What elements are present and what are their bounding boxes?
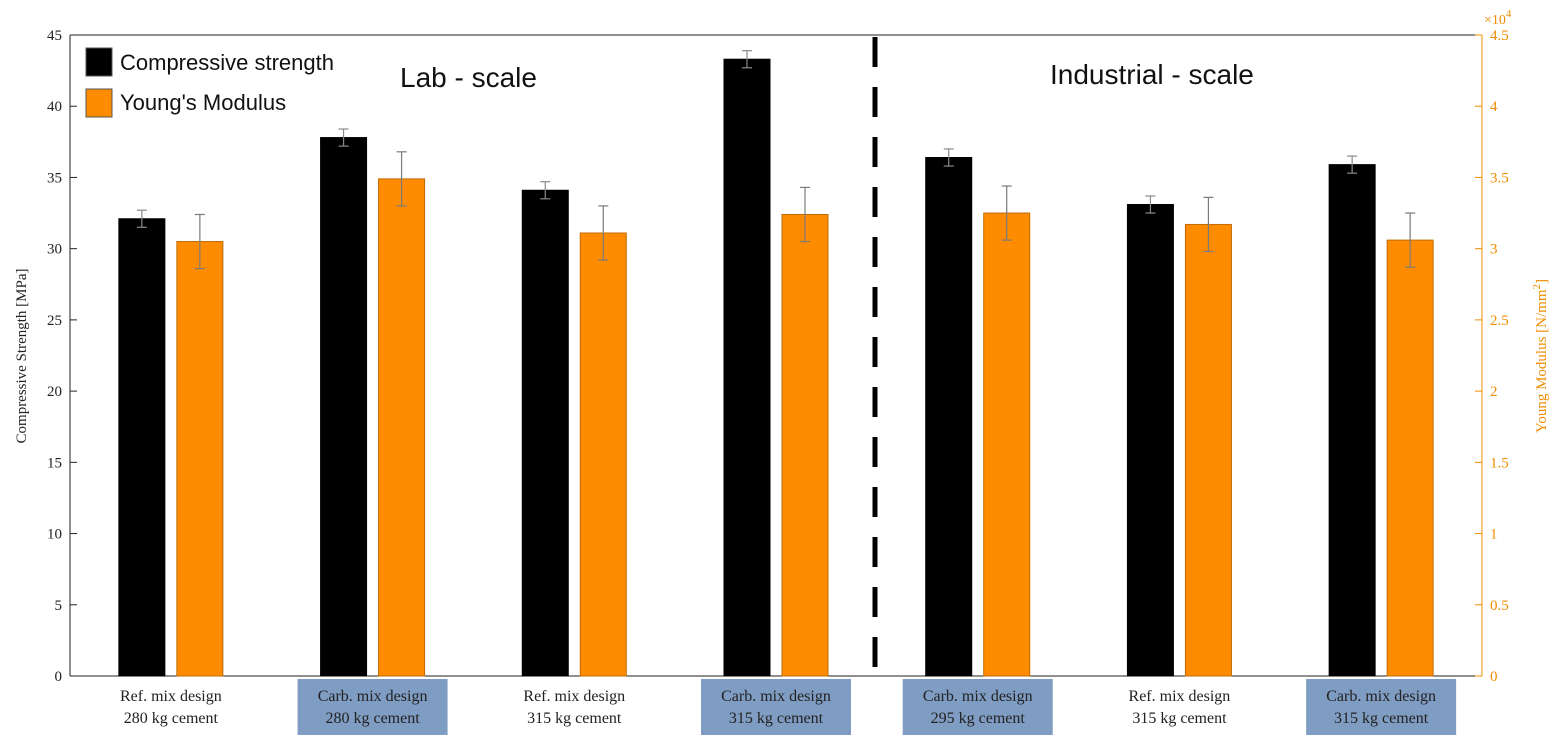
region-label-industrial: Industrial - scale [1050,59,1254,90]
category-label-line1: Ref. mix design [1129,688,1231,705]
left-tick-label: 25 [47,313,62,329]
bar-compressive-strength [320,137,368,677]
right-tick-label: 2 [1490,384,1498,400]
bar-compressive-strength [521,189,569,677]
right-tick-label: 4 [1490,99,1498,115]
category-label-line2: 295 kg cement [931,710,1026,727]
legend: Compressive strength Young's Modulus [85,47,334,118]
right-axis-ticks: 0 0.5 1 1.5 2 2.5 3 3.5 4 4.5 [1475,28,1509,685]
bar-compressive-strength [1126,204,1174,677]
right-tick-label: 3.5 [1490,170,1509,186]
left-tick-label: 20 [47,384,62,400]
left-tick-label: 10 [47,527,62,543]
category-highlights [297,679,1457,735]
bar-youngs-modulus [781,213,829,677]
category-label-line1: Carb. mix design [318,688,428,705]
right-tick-label: 0.5 [1490,598,1509,614]
category-label-line2: 280 kg cement [325,710,420,727]
category-label-line2: 315 kg cement [1132,710,1227,727]
left-tick-label: 0 [55,669,63,685]
left-tick-label: 30 [47,242,62,258]
right-axis-title: Young Modulus [N/mm2] [1531,279,1550,433]
right-tick-label: 3 [1490,242,1498,258]
category-label-line1: Carb. mix design [923,688,1033,705]
left-axis-ticks: 0 5 10 15 20 25 30 35 40 45 [47,28,77,685]
bar-youngs-modulus [1184,223,1232,677]
right-tick-label: 1.5 [1490,455,1509,471]
category-highlight-box [1306,679,1457,735]
category-label-line1: Carb. mix design [721,688,831,705]
right-tick-label: 0 [1490,669,1498,685]
left-axis-title: Compressive Strength [MPa] [14,269,30,444]
left-tick-label: 5 [55,598,63,614]
category-label-line1: Ref. mix design [120,688,222,705]
bar-compressive-strength [118,218,166,677]
category-label-line1: Ref. mix design [523,688,625,705]
left-tick-label: 35 [47,170,62,186]
legend-swatch-compressive [85,47,113,77]
category-highlight-box [701,679,851,735]
legend-swatch-youngs [85,88,113,118]
error-bars [136,50,1416,270]
bar-youngs-modulus [1386,239,1434,677]
category-label-line2: 315 kg cement [1334,710,1429,727]
bar-youngs-modulus [378,178,426,677]
left-tick-label: 45 [47,28,62,44]
category-label-line2: 315 kg cement [729,710,824,727]
legend-label-compressive: Compressive strength [120,50,334,75]
category-label-line2: 315 kg cement [527,710,622,727]
bar-youngs-modulus [983,212,1031,677]
left-tick-label: 40 [47,99,62,115]
bar-compressive-strength [1328,164,1376,677]
legend-label-youngs: Young's Modulus [120,90,286,115]
right-tick-label: 2.5 [1490,313,1509,329]
region-label-lab: Lab - scale [400,62,537,93]
bar-youngs-modulus [579,232,627,677]
category-label-line1: Carb. mix design [1326,688,1436,705]
category-labels: Ref. mix design 280 kg cement Carb. mix de… [120,688,1436,727]
category-highlight-box [297,679,448,735]
category-highlight-box [902,679,1053,735]
bar-youngs-modulus [176,241,224,677]
left-tick-label: 15 [47,455,62,471]
bars [118,58,1434,677]
category-label-line2: 280 kg cement [124,710,219,727]
right-tick-label: 1 [1490,527,1498,543]
bar-compressive-strength [925,157,973,677]
right-axis-multiplier: ×104 [1484,8,1512,28]
bar-compressive-strength [723,58,771,677]
right-tick-label: 4.5 [1490,28,1509,44]
